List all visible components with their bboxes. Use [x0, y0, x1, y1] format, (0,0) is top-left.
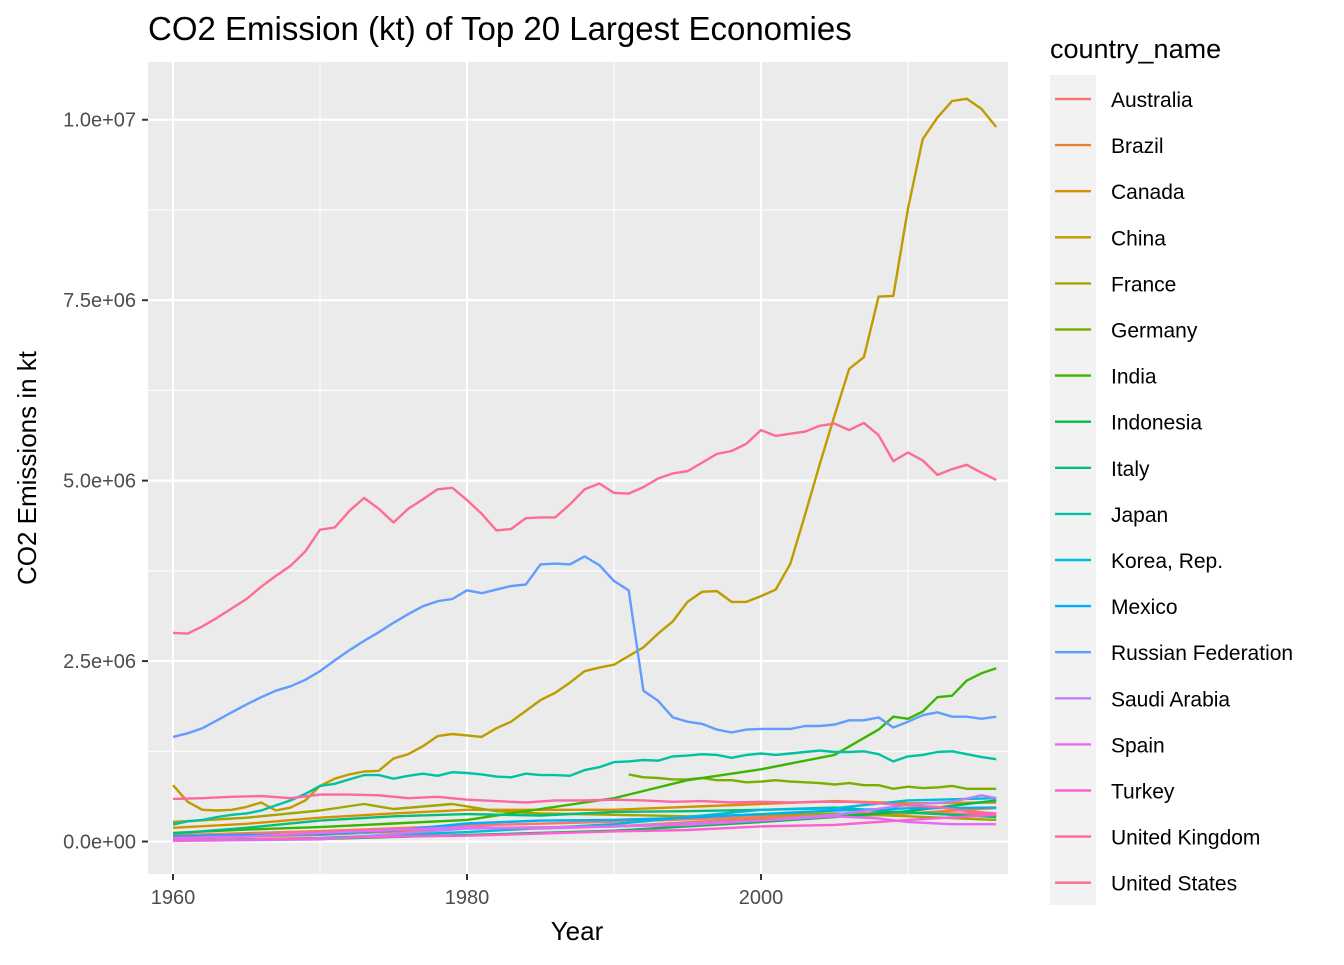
legend-item: Canada	[1055, 181, 1185, 204]
major-gridlines	[148, 62, 1008, 874]
series-line-turkey	[172, 813, 997, 842]
legend-label: France	[1111, 273, 1176, 296]
legend-label: Saudi Arabia	[1111, 688, 1230, 711]
legend-label: Australia	[1111, 89, 1193, 112]
series-line-japan	[172, 749, 997, 826]
x-tick-label: 1960	[151, 887, 196, 909]
legend-item: France	[1055, 273, 1176, 296]
series-line-russian-federation	[172, 555, 997, 739]
x-axis: 1960 1980 2000	[151, 874, 784, 909]
y-tick-label: 0.0e+00	[63, 832, 136, 854]
y-axis: 0.0e+00 2.5e+06 5.0e+06 7.5e+06 1.0e+07	[63, 110, 148, 854]
series-line-india	[172, 667, 997, 835]
legend-label: Canada	[1111, 181, 1185, 204]
plot-panel	[148, 62, 1008, 874]
chart-title: CO2 Emission (kt) of Top 20 Largest Econ…	[148, 10, 852, 47]
legend-item: Saudi Arabia	[1055, 688, 1230, 711]
legend-item: India	[1055, 366, 1157, 389]
legend-label: United States	[1111, 873, 1237, 896]
series-line-italy	[172, 806, 997, 835]
legend-item: United Kingdom	[1055, 827, 1260, 850]
legend-item: Mexico	[1055, 596, 1178, 619]
legend-label: Korea, Rep.	[1111, 550, 1223, 573]
legend-item: Japan	[1055, 504, 1168, 527]
x-axis-label: Year	[551, 916, 604, 946]
legend-label: Turkey	[1111, 781, 1175, 804]
legend-label: Italy	[1111, 458, 1150, 481]
legend-item: Spain	[1055, 734, 1165, 757]
series-line-united-kingdom	[172, 793, 997, 815]
legend-item: Italy	[1055, 458, 1150, 481]
legend-title: country_name	[1050, 34, 1221, 64]
series-lines	[172, 97, 998, 843]
legend: country_name Australia Brazil Canada China F…	[1050, 34, 1293, 905]
legend-key-background	[1050, 75, 1096, 905]
legend-label: Mexico	[1111, 596, 1178, 619]
x-tick-label: 2000	[739, 887, 784, 909]
legend-item: Indonesia	[1055, 412, 1202, 435]
legend-label: Russian Federation	[1111, 642, 1293, 665]
minor-gridlines	[148, 62, 1008, 874]
legend-label: Japan	[1111, 504, 1168, 527]
legend-label: Indonesia	[1111, 412, 1202, 435]
y-axis-label: CO2 Emissions in kt	[12, 350, 42, 585]
series-line-united-states	[172, 421, 997, 635]
legend-label: Brazil	[1111, 135, 1164, 158]
x-tick-label: 1980	[445, 887, 490, 909]
legend-label: Spain	[1111, 734, 1165, 757]
y-tick-label: 2.5e+06	[63, 651, 136, 673]
legend-item: China	[1055, 227, 1166, 250]
legend-item: United States	[1055, 873, 1237, 896]
legend-items: Australia Brazil Canada China France Germany I…	[1055, 89, 1293, 896]
legend-item: Russian Federation	[1055, 642, 1293, 665]
legend-item: Turkey	[1055, 781, 1175, 804]
y-tick-label: 5.0e+06	[63, 471, 136, 493]
legend-item: Korea, Rep.	[1055, 550, 1223, 573]
legend-label: United Kingdom	[1111, 827, 1260, 850]
legend-item: Australia	[1055, 89, 1193, 112]
legend-label: India	[1111, 366, 1157, 389]
legend-label: Germany	[1111, 320, 1198, 343]
legend-label: China	[1111, 227, 1166, 250]
y-tick-label: 1.0e+07	[63, 110, 136, 132]
legend-item: Brazil	[1055, 135, 1164, 158]
y-tick-label: 7.5e+06	[63, 290, 136, 312]
legend-item: Germany	[1055, 320, 1198, 343]
